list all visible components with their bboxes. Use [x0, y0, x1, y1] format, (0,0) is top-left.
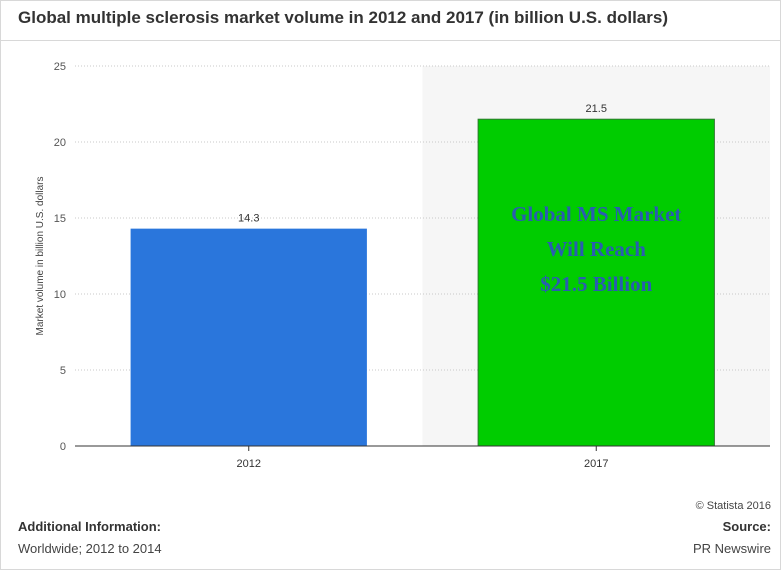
source-value: PR Newswire: [692, 541, 771, 556]
data-label: 21.5: [586, 103, 607, 115]
copyright-text: © Statista 2016: [695, 500, 771, 512]
x-tick-label: 2017: [584, 458, 608, 470]
y-tick-label: 20: [54, 137, 66, 149]
x-tick-label: 2012: [237, 458, 261, 470]
y-tick-label: 15: [54, 213, 66, 225]
y-tick-label: 0: [60, 441, 66, 453]
bar-chart: 0 5 10 15 20 25 Market volume in billion U.S. …: [35, 61, 770, 470]
annotation-line: $21.5 Billion: [540, 272, 652, 296]
y-tick-label: 25: [54, 61, 66, 73]
bar-2012: [130, 228, 367, 446]
source-label: Source:: [722, 519, 771, 534]
annotation-line: Will Reach: [547, 237, 647, 261]
title-divider: [0, 40, 781, 41]
annotation-line: Global MS Market: [511, 202, 681, 226]
bar-2017: [477, 118, 715, 447]
chart-title: Global multiple sclerosis market volume …: [18, 8, 668, 27]
additional-info-value: Worldwide; 2012 to 2014: [18, 541, 162, 556]
y-tick-label: 10: [54, 289, 66, 301]
data-label: 14.3: [238, 213, 259, 225]
y-tick-label: 5: [60, 365, 66, 377]
additional-info-label: Additional Information:: [18, 519, 161, 534]
y-axis-title: Market volume in billion U.S. dollars: [35, 177, 46, 336]
